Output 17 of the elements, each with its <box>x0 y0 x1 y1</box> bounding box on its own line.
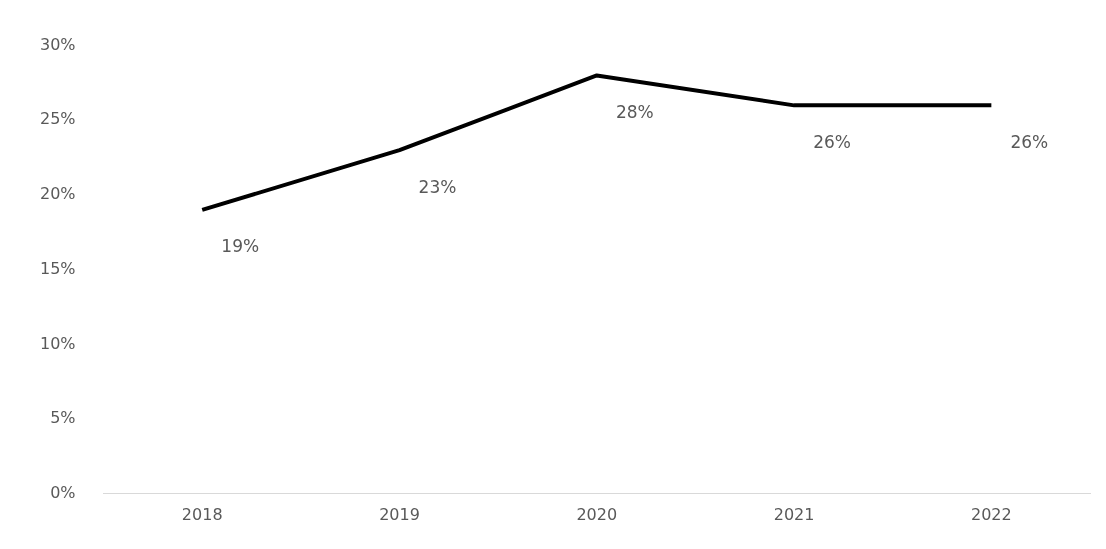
data-label: 19% <box>221 236 260 257</box>
y-tick-label: 15% <box>40 258 76 278</box>
x-tick-label: 2019 <box>379 504 420 524</box>
data-label: 28% <box>615 101 654 122</box>
y-tick-label: 20% <box>40 184 76 204</box>
y-tick-label: 25% <box>40 109 76 129</box>
x-tick-label: 2018 <box>181 504 223 524</box>
y-tick-label: 0% <box>50 482 76 502</box>
y-tick-label: 5% <box>50 408 76 428</box>
y-tick-label: 30% <box>40 34 76 54</box>
x-tick-label: 2020 <box>576 504 618 524</box>
data-label: 23% <box>418 176 457 197</box>
data-label: 26% <box>1010 131 1049 152</box>
y-tick-label: 10% <box>40 333 76 353</box>
x-tick-label: 2022 <box>971 504 1012 524</box>
data-label: 26% <box>813 131 851 152</box>
x-tick-label: 2021 <box>773 504 815 524</box>
